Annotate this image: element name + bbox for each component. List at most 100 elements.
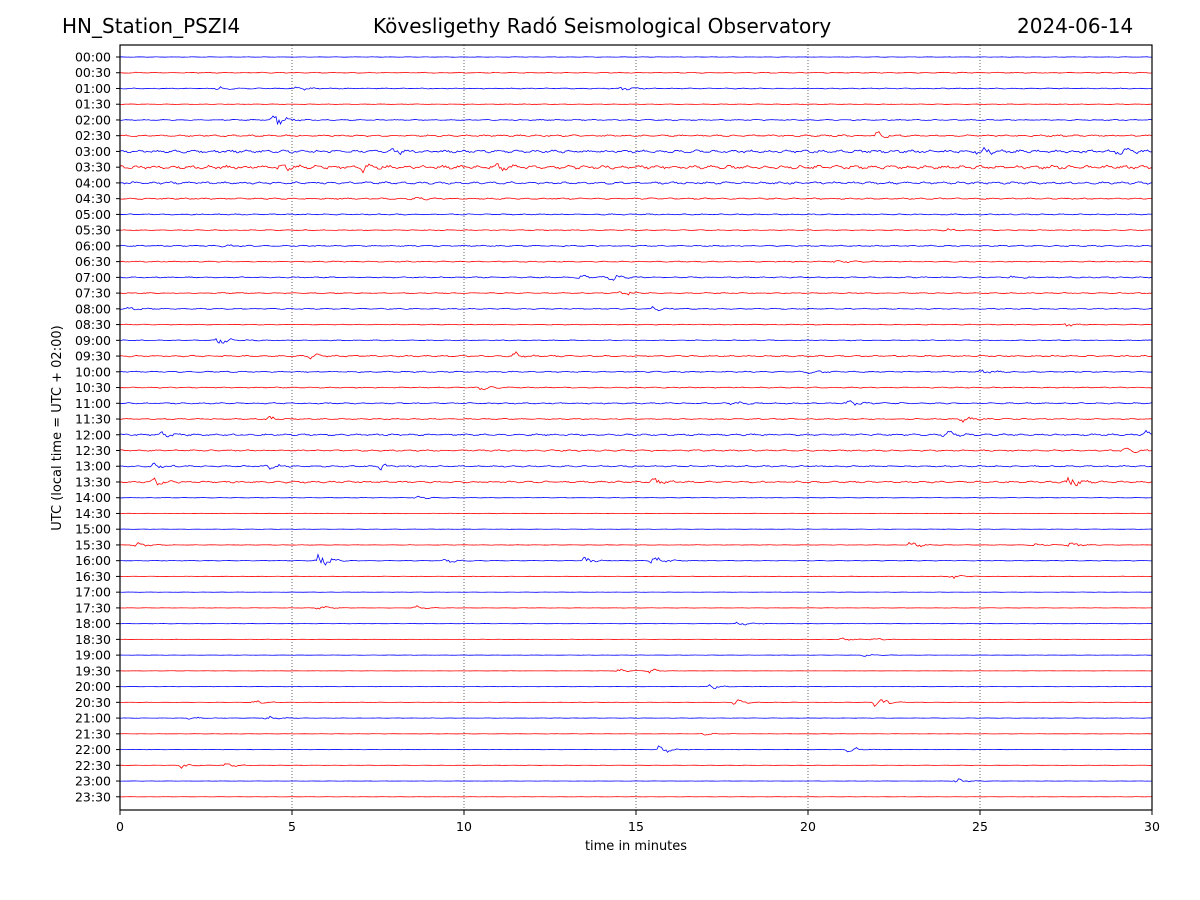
trace-0630 bbox=[119, 260, 1153, 264]
y-tick-label: 06:30 bbox=[75, 254, 111, 269]
station-name: HN_Station_PSZI4 bbox=[62, 14, 241, 38]
y-tick-label: 16:00 bbox=[75, 553, 111, 568]
y-tick-label: 22:00 bbox=[75, 742, 111, 757]
x-tick-label: 10 bbox=[456, 819, 472, 834]
trace-0830 bbox=[119, 323, 1153, 327]
trace-0530 bbox=[119, 228, 1153, 232]
y-tick-label: 13:00 bbox=[75, 459, 111, 474]
y-tick-label: 08:00 bbox=[75, 301, 111, 316]
y-tick-label: 12:00 bbox=[75, 427, 111, 442]
trace-2300 bbox=[119, 778, 1153, 783]
trace-0400 bbox=[119, 181, 1153, 185]
trace-2130 bbox=[119, 732, 1153, 736]
y-axis-label: UTC (local time = UTC + 02:00) bbox=[50, 325, 65, 530]
y-tick-label: 23:00 bbox=[75, 774, 111, 789]
trace-0100 bbox=[119, 86, 1153, 91]
y-tick-label: 13:30 bbox=[75, 474, 111, 489]
y-tick-label: 16:30 bbox=[75, 569, 111, 584]
trace-0700 bbox=[119, 274, 1153, 281]
y-tick-label: 09:00 bbox=[75, 333, 111, 348]
y-tick-label: 02:00 bbox=[75, 112, 111, 127]
y-tick-label: 05:30 bbox=[75, 223, 111, 238]
trace-0600 bbox=[119, 244, 1153, 248]
x-tick-label: 20 bbox=[800, 819, 816, 834]
trace-0230 bbox=[119, 131, 1153, 139]
y-tick-label: 08:30 bbox=[75, 317, 111, 332]
y-tick-label: 11:00 bbox=[75, 396, 111, 411]
trace-1930 bbox=[119, 668, 1153, 674]
y-tick-label: 15:00 bbox=[75, 522, 111, 537]
trace-0200 bbox=[119, 115, 1153, 126]
x-tick-label: 15 bbox=[628, 819, 644, 834]
y-tick-label: 20:30 bbox=[75, 695, 111, 710]
trace-1600 bbox=[119, 553, 1153, 566]
trace-2200 bbox=[119, 745, 1153, 753]
x-tick-label: 30 bbox=[1144, 819, 1160, 834]
trace-0330 bbox=[119, 163, 1153, 174]
x-tick-label: 5 bbox=[288, 819, 296, 834]
y-tick-label: 17:00 bbox=[75, 585, 111, 600]
y-tick-label: 10:30 bbox=[75, 380, 111, 395]
trace-1330 bbox=[119, 476, 1153, 487]
y-tick-label: 05:00 bbox=[75, 207, 111, 222]
y-tick-label: 02:30 bbox=[75, 128, 111, 143]
y-tick-label: 18:00 bbox=[75, 616, 111, 631]
trace-1830 bbox=[119, 637, 1153, 641]
trace-0300 bbox=[119, 146, 1153, 156]
trace-0030 bbox=[119, 71, 1153, 74]
trace-0930 bbox=[119, 351, 1153, 360]
y-tick-label: 01:30 bbox=[75, 97, 111, 112]
y-tick-label: 03:30 bbox=[75, 160, 111, 175]
y-tick-label: 00:00 bbox=[75, 50, 111, 65]
observatory-title: Kövesligethy Radó Seismological Observat… bbox=[373, 14, 832, 38]
y-tick-label: 09:30 bbox=[75, 349, 111, 364]
y-tick-label: 17:30 bbox=[75, 600, 111, 615]
trace-2100 bbox=[119, 715, 1153, 720]
trace-0500 bbox=[119, 213, 1153, 216]
y-tick-label: 07:30 bbox=[75, 286, 111, 301]
y-tick-label: 21:30 bbox=[75, 726, 111, 741]
y-tick-label: 22:30 bbox=[75, 758, 111, 773]
y-tick-label: 04:00 bbox=[75, 175, 111, 190]
record-date: 2024-06-14 bbox=[1017, 14, 1134, 38]
trace-0800 bbox=[119, 305, 1153, 312]
y-tick-label: 21:00 bbox=[75, 711, 111, 726]
trace-1300 bbox=[119, 462, 1153, 471]
trace-0430 bbox=[119, 197, 1153, 201]
trace-1730 bbox=[119, 605, 1153, 610]
y-tick-label: 04:30 bbox=[75, 191, 111, 206]
y-tick-label: 03:00 bbox=[75, 144, 111, 159]
y-tick-label: 06:00 bbox=[75, 238, 111, 253]
y-tick-label: 15:30 bbox=[75, 537, 111, 552]
y-tick-label: 10:00 bbox=[75, 364, 111, 379]
trace-2230 bbox=[119, 763, 1153, 769]
trace-1530 bbox=[119, 541, 1153, 548]
trace-0130 bbox=[119, 103, 1153, 105]
y-tick-label: 19:30 bbox=[75, 663, 111, 678]
y-tick-label: 14:30 bbox=[75, 506, 111, 521]
trace-2030 bbox=[119, 699, 1152, 707]
y-tick-label: 18:30 bbox=[75, 632, 111, 647]
y-tick-label: 01:00 bbox=[75, 81, 111, 96]
trace-1630 bbox=[119, 575, 1153, 580]
trace-1130 bbox=[119, 415, 1153, 424]
trace-1000 bbox=[119, 369, 1153, 374]
y-axis-ticks: 00:0000:3001:0001:3002:0002:3003:0003:30… bbox=[75, 50, 120, 804]
x-tick-label: 0 bbox=[116, 819, 124, 834]
trace-1400 bbox=[119, 495, 1153, 500]
trace-1200 bbox=[119, 429, 1153, 438]
y-tick-label: 19:00 bbox=[75, 648, 111, 663]
y-tick-label: 20:00 bbox=[75, 679, 111, 694]
x-tick-label: 25 bbox=[972, 819, 988, 834]
y-tick-label: 11:30 bbox=[75, 412, 111, 427]
y-tick-label: 00:30 bbox=[75, 65, 111, 80]
x-axis-ticks: 0 5 10 15 20 25 30 bbox=[116, 810, 1160, 834]
y-tick-label: 14:00 bbox=[75, 490, 111, 505]
grid-lines bbox=[291, 45, 981, 810]
trace-1100 bbox=[119, 400, 1153, 406]
y-tick-label: 12:30 bbox=[75, 443, 111, 458]
x-axis-label: time in minutes bbox=[585, 839, 687, 854]
trace-1030 bbox=[119, 386, 1153, 391]
y-tick-label: 07:00 bbox=[75, 270, 111, 285]
